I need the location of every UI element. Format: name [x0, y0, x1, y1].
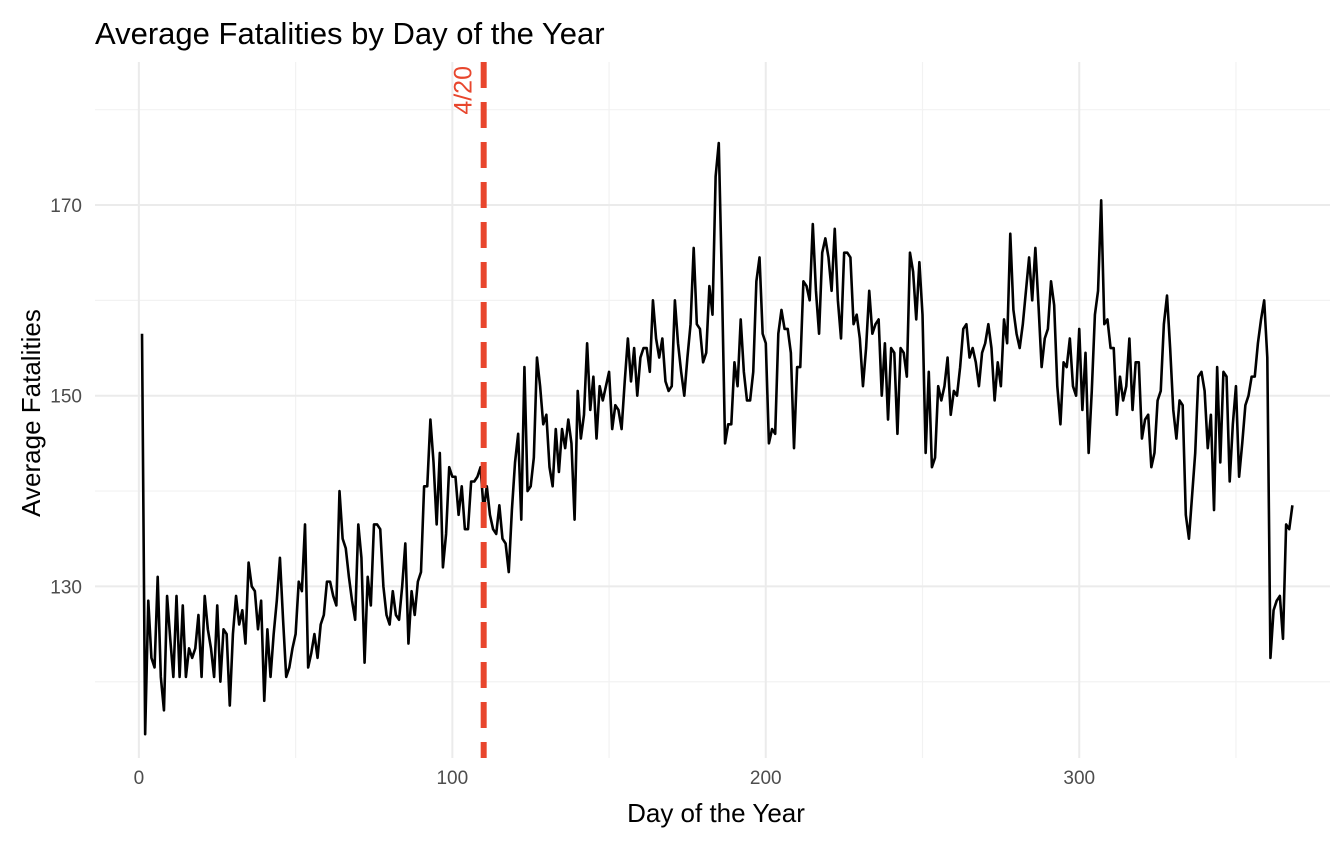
x-axis-title: Day of the Year: [627, 798, 805, 828]
y-tick-label: 130: [50, 577, 82, 598]
minor-gridlines: [95, 62, 1330, 758]
y-tick-label: 150: [50, 387, 82, 408]
chart-title: Average Fatalities by Day of the Year: [95, 16, 605, 51]
y-axis-title: Average Fatalities: [16, 309, 46, 517]
y-tick-label: 170: [50, 196, 82, 217]
x-tick-label: 100: [436, 768, 468, 789]
x-tick-label: 300: [1063, 768, 1095, 789]
x-tick-label: 200: [750, 768, 782, 789]
series-line: [140, 141, 1294, 736]
x-tick-label: 0: [134, 768, 145, 789]
y-axis-tick-labels: 130 150 170: [50, 196, 82, 598]
reference-line-label: 4/20: [450, 66, 478, 115]
x-axis-tick-labels: 0 100 200 300: [134, 768, 1095, 789]
major-gridlines: [95, 62, 1330, 758]
